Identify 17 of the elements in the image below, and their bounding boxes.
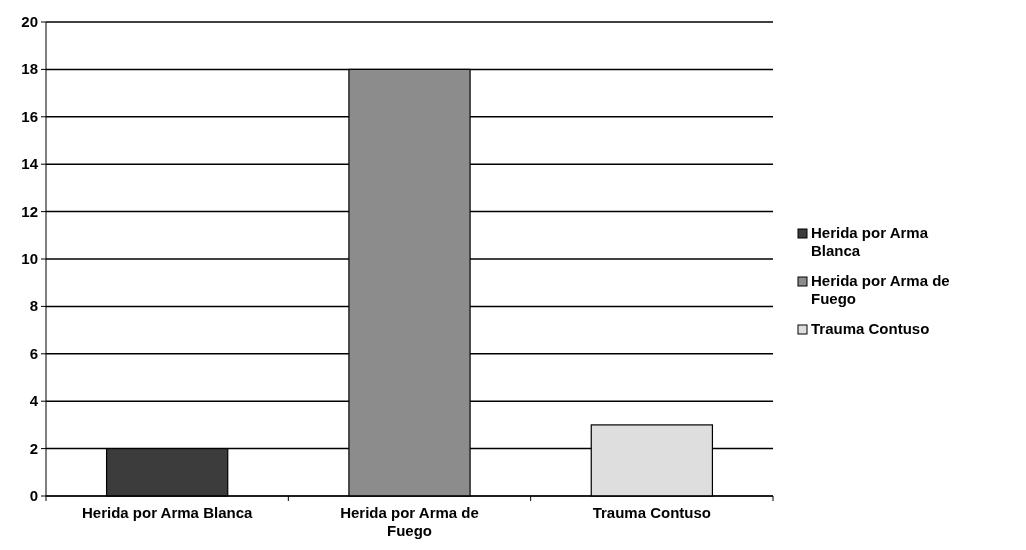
y-tick-label: 18 [21,60,38,78]
y-tick-label: 14 [21,155,39,173]
legend-label: Herida por Arma Blanca [811,224,929,259]
y-tick-label: 10 [21,250,38,267]
legend-label: Trauma Contuso [811,320,930,337]
y-tick-label: 6 [29,344,38,362]
legend-label: Herida por Arma de Fuego [811,272,950,307]
y-tick-label: 2 [29,439,38,457]
y-tick-label: 12 [21,202,38,220]
y-tick-label: 4 [29,392,39,410]
y-tick-label: 20 [21,13,38,30]
x-tick-label: Herida por Arma Blanca [81,504,253,521]
y-tick-label: 16 [21,107,38,125]
x-tick-label: Herida por Arma de Fuego [340,504,479,539]
y-tick-label: 0 [29,487,38,504]
x-tick-label: Trauma Contuso [592,504,712,521]
y-tick-label: 8 [29,297,38,315]
